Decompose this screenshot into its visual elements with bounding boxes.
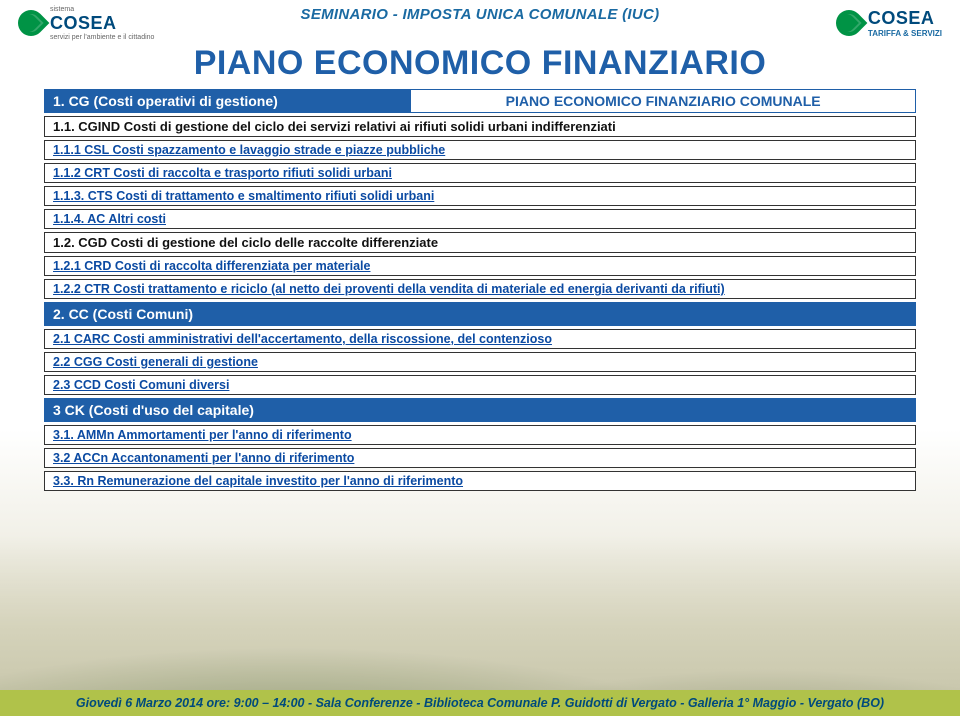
logo-right-name: COSEA (868, 8, 942, 29)
logo-left: sistema COSEA servizi per l'ambiente e i… (18, 6, 154, 41)
row-2-2[interactable]: 2.2 CGG Costi generali di gestione (44, 352, 916, 372)
row-1-1-1[interactable]: 1.1.1 CSL Costi spazzamento e lavaggio s… (44, 140, 916, 160)
row-3-2[interactable]: 3.2 ACCn Accantonamenti per l'anno di ri… (44, 448, 916, 468)
leaf-icon (831, 5, 868, 42)
logo-right-tagline: TARIFFA & SERVIZI (868, 29, 942, 38)
row-1-2-1[interactable]: 1.2.1 CRD Costi di raccolta differenziat… (44, 256, 916, 276)
footer: Giovedì 6 Marzo 2014 ore: 9:00 – 14:00 -… (0, 690, 960, 716)
section-3-head: 3 CK (Costi d'uso del capitale) (44, 398, 916, 422)
logo-left-name: COSEA (50, 13, 154, 34)
row-1-1: 1.1. CGIND Costi di gestione del ciclo d… (44, 116, 916, 137)
logo-left-tagline: servizi per l'ambiente e il cittadino (50, 34, 154, 41)
leaf-icon (13, 5, 50, 42)
background-hills (0, 536, 960, 716)
row-3-3[interactable]: 3.3. Rn Remunerazione del capitale inves… (44, 471, 916, 491)
header: sistema COSEA servizi per l'ambiente e i… (0, 0, 960, 42)
row-1-1-4[interactable]: 1.1.4. AC Altri costi (44, 209, 916, 229)
row-1-1-3[interactable]: 1.1.3. CTS Costi di trattamento e smalti… (44, 186, 916, 206)
row-2-1[interactable]: 2.1 CARC Costi amministrativi dell'accer… (44, 329, 916, 349)
row-1-1-2[interactable]: 1.1.2 CRT Costi di raccolta e trasporto … (44, 163, 916, 183)
row-1-2-2[interactable]: 1.2.2 CTR Costi trattamento e riciclo (a… (44, 279, 916, 299)
header-title: SEMINARIO - IMPOSTA UNICA COMUNALE (IUC) (301, 6, 660, 23)
section-1-head: 1. CG (Costi operativi di gestione) (44, 89, 410, 113)
subtitle-row: PIANO ECONOMICO FINANZIARIO COMUNALE (410, 89, 916, 113)
logo-right: COSEA TARIFFA & SERVIZI (836, 8, 942, 38)
row-2-3[interactable]: 2.3 CCD Costi Comuni diversi (44, 375, 916, 395)
row-3-1[interactable]: 3.1. AMMn Ammortamenti per l'anno di rif… (44, 425, 916, 445)
section-2-head: 2. CC (Costi Comuni) (44, 302, 916, 326)
row-1-2: 1.2. CGD Costi di gestione del ciclo del… (44, 232, 916, 253)
content-table: 1. CG (Costi operativi di gestione) PIAN… (0, 89, 960, 491)
logo-left-pre: sistema (50, 6, 154, 13)
slide-title: PIANO ECONOMICO FINANZIARIO (0, 44, 960, 83)
